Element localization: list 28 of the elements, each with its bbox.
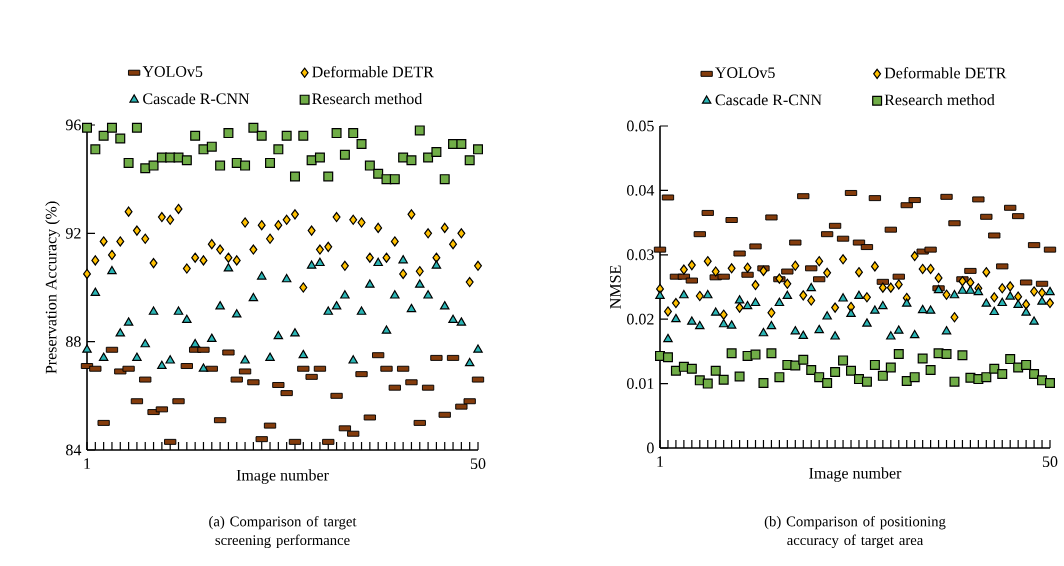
y-tick-label: 0.02 <box>627 313 654 325</box>
y-axis-title: NMSE <box>610 265 621 309</box>
y-tick-label: 92 <box>65 227 81 239</box>
y-tick-label: 0.04 <box>627 184 655 196</box>
legend-label: Research method <box>312 92 423 105</box>
legend-label: YOLOv5 <box>715 67 775 79</box>
y-tick-label: 88 <box>66 336 81 348</box>
x-tick-label: 50 <box>1042 456 1058 468</box>
x-tick-label: 50 <box>470 458 486 470</box>
text: (b) Comparison of positioning accuracy of target area <box>764 515 946 549</box>
x-axis-title: Image number <box>809 467 902 482</box>
legend-label: Research method <box>884 94 995 106</box>
legend-label: YOLOv5 <box>142 66 203 77</box>
y-tick-label: 0 <box>647 442 654 454</box>
legend-label: Deformable DETR <box>312 65 434 78</box>
legend-label: Cascade R-CNN <box>143 92 250 105</box>
text: (a) Comparison of target screening performance <box>209 515 357 549</box>
y-tick-label: 0.01 <box>627 378 654 390</box>
y-tick-label: 96 <box>65 119 81 131</box>
x-tick-label: 1 <box>84 458 91 469</box>
y-tick-label: 0.03 <box>627 249 654 261</box>
y-tick-label: 84 <box>66 444 82 456</box>
x-tick-label: 1 <box>657 456 664 467</box>
y-axis-title: Preservation Accuracy (%) <box>45 201 60 374</box>
x-axis-title: Image number <box>236 469 329 484</box>
y-tick-label: 0.05 <box>627 120 654 132</box>
legend-label: Cascade R-CNN <box>715 94 822 106</box>
legend-label: Deformable DETR <box>884 67 1007 79</box>
